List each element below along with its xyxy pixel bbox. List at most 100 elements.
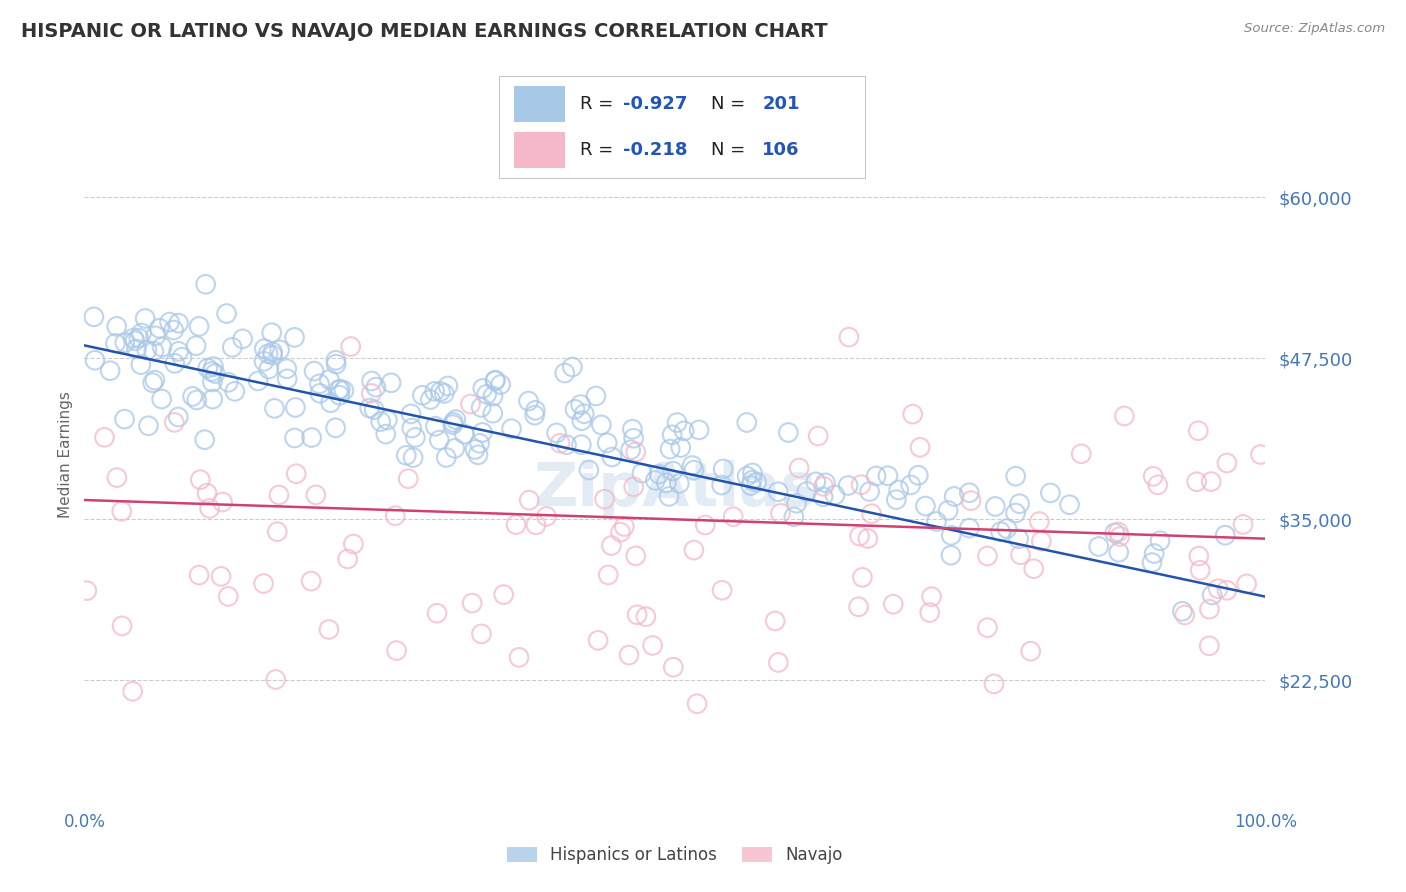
- Point: [114, 335, 136, 350]
- Point: [569, 398, 592, 412]
- Point: [957, 521, 980, 535]
- Point: [93, 430, 115, 444]
- Point: [209, 569, 232, 583]
- Point: [1107, 524, 1129, 539]
- Point: [990, 524, 1012, 539]
- Point: [263, 401, 285, 416]
- Point: [301, 430, 323, 444]
- Point: [342, 537, 364, 551]
- Point: [105, 470, 128, 484]
- Point: [142, 376, 165, 390]
- Point: [471, 425, 494, 440]
- Point: [470, 401, 492, 415]
- Text: R =: R =: [579, 141, 619, 159]
- Point: [377, 413, 399, 427]
- Point: [1185, 475, 1208, 489]
- Point: [404, 430, 426, 444]
- Point: [621, 422, 644, 436]
- Point: [564, 402, 586, 417]
- Point: [252, 576, 274, 591]
- Point: [329, 388, 352, 402]
- Text: HISPANIC OR LATINO VS NAVAJO MEDIAN EARNINGS CORRELATION CHART: HISPANIC OR LATINO VS NAVAJO MEDIAN EARN…: [21, 22, 828, 41]
- Point: [170, 350, 193, 364]
- Point: [598, 568, 620, 582]
- Point: [1019, 644, 1042, 658]
- Point: [470, 627, 492, 641]
- Point: [763, 614, 786, 628]
- Point: [1070, 447, 1092, 461]
- Point: [329, 382, 352, 396]
- Point: [1004, 506, 1026, 520]
- Point: [167, 410, 190, 425]
- Point: [121, 684, 143, 698]
- Point: [960, 493, 983, 508]
- Point: [221, 340, 243, 354]
- Point: [585, 389, 607, 403]
- Point: [524, 517, 547, 532]
- Point: [508, 650, 530, 665]
- Point: [195, 486, 218, 500]
- Point: [114, 412, 136, 426]
- Point: [363, 402, 385, 417]
- Point: [475, 387, 498, 401]
- Point: [159, 315, 181, 329]
- Point: [683, 463, 706, 477]
- Point: [648, 467, 671, 482]
- Point: [325, 357, 347, 371]
- Point: [423, 384, 446, 399]
- Point: [284, 401, 307, 415]
- Point: [482, 389, 505, 403]
- Point: [484, 373, 506, 387]
- Point: [425, 419, 447, 434]
- Point: [741, 466, 763, 480]
- Point: [441, 417, 464, 432]
- Point: [613, 519, 636, 533]
- Point: [796, 484, 818, 499]
- Point: [1216, 456, 1239, 470]
- Point: [1236, 577, 1258, 591]
- Point: [215, 307, 238, 321]
- Point: [668, 476, 690, 491]
- Point: [426, 606, 449, 620]
- Point: [105, 319, 128, 334]
- Point: [596, 435, 619, 450]
- Point: [655, 475, 678, 490]
- Point: [339, 339, 361, 353]
- Point: [624, 549, 647, 563]
- Point: [609, 525, 631, 540]
- Point: [1004, 469, 1026, 483]
- Point: [84, 353, 107, 368]
- Point: [264, 673, 287, 687]
- Point: [848, 599, 870, 614]
- Point: [1114, 409, 1136, 423]
- Point: [328, 383, 350, 397]
- Point: [276, 372, 298, 386]
- Point: [688, 423, 710, 437]
- Point: [683, 543, 706, 558]
- Point: [661, 427, 683, 442]
- Bar: [513, 132, 565, 168]
- Point: [778, 425, 800, 440]
- Point: [122, 331, 145, 345]
- Point: [561, 359, 583, 374]
- Point: [517, 394, 540, 409]
- Point: [851, 570, 873, 584]
- Point: [554, 366, 576, 380]
- Point: [384, 508, 406, 523]
- Point: [336, 552, 359, 566]
- Point: [623, 480, 645, 494]
- Point: [201, 365, 224, 379]
- Point: [167, 316, 190, 330]
- Text: N =: N =: [711, 141, 751, 159]
- Point: [634, 609, 657, 624]
- Point: [1149, 533, 1171, 548]
- Point: [768, 656, 790, 670]
- Point: [145, 329, 167, 343]
- Point: [257, 347, 280, 361]
- Point: [858, 484, 880, 499]
- Point: [76, 583, 98, 598]
- Point: [198, 501, 221, 516]
- Point: [325, 421, 347, 435]
- Point: [1174, 607, 1197, 622]
- Point: [309, 386, 332, 401]
